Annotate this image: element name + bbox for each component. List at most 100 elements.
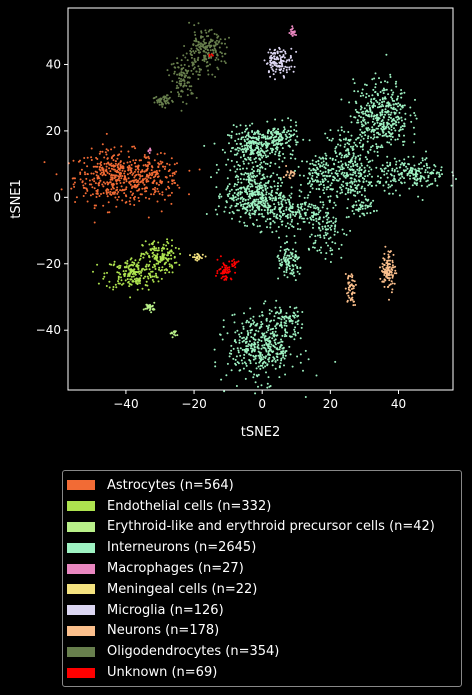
data-point bbox=[300, 326, 303, 329]
data-point bbox=[368, 128, 371, 131]
data-point bbox=[158, 169, 161, 172]
data-point bbox=[150, 311, 153, 314]
data-point bbox=[341, 191, 344, 194]
data-point bbox=[158, 103, 161, 106]
data-point bbox=[356, 184, 359, 187]
data-point bbox=[158, 183, 160, 186]
data-point bbox=[270, 51, 273, 54]
data-point bbox=[296, 135, 299, 138]
data-point bbox=[252, 358, 255, 361]
data-point bbox=[351, 298, 354, 301]
x-tick-label: −40 bbox=[113, 397, 138, 411]
data-point bbox=[351, 210, 354, 212]
data-point bbox=[258, 225, 261, 227]
data-point bbox=[230, 344, 233, 347]
data-point bbox=[424, 169, 427, 171]
data-point bbox=[322, 174, 325, 177]
data-point bbox=[103, 156, 106, 159]
data-point bbox=[255, 131, 258, 134]
data-point bbox=[106, 271, 108, 274]
data-point bbox=[164, 262, 167, 265]
data-point bbox=[205, 51, 208, 54]
data-point bbox=[96, 162, 99, 165]
data-point bbox=[373, 97, 376, 100]
data-point bbox=[318, 227, 321, 230]
data-point bbox=[396, 118, 399, 121]
data-point bbox=[290, 220, 293, 223]
data-point bbox=[255, 362, 257, 365]
data-point bbox=[293, 235, 296, 237]
data-point bbox=[82, 195, 85, 197]
data-point bbox=[145, 180, 148, 183]
data-point bbox=[304, 396, 307, 398]
data-point bbox=[165, 257, 168, 260]
data-point bbox=[277, 58, 280, 61]
data-point bbox=[326, 186, 329, 189]
data-point bbox=[437, 171, 440, 174]
data-point bbox=[260, 208, 263, 211]
data-point bbox=[322, 184, 325, 187]
data-point bbox=[289, 353, 292, 356]
data-point bbox=[356, 163, 359, 165]
data-point bbox=[405, 165, 408, 168]
data-point bbox=[193, 31, 196, 34]
data-point bbox=[386, 124, 389, 126]
data-point bbox=[273, 207, 276, 210]
data-point bbox=[148, 243, 151, 246]
data-point bbox=[280, 258, 283, 261]
data-point bbox=[177, 91, 179, 94]
data-point bbox=[315, 220, 318, 223]
data-point bbox=[270, 66, 273, 69]
data-point bbox=[359, 139, 362, 142]
data-point bbox=[142, 256, 145, 259]
data-point bbox=[386, 102, 389, 104]
data-point bbox=[225, 188, 228, 191]
data-point bbox=[248, 353, 251, 356]
data-point bbox=[350, 159, 352, 162]
data-point bbox=[397, 102, 400, 105]
data-point bbox=[324, 178, 327, 181]
data-point bbox=[358, 190, 361, 193]
data-point bbox=[120, 177, 123, 180]
data-point bbox=[268, 324, 271, 327]
data-point bbox=[391, 192, 394, 195]
data-point bbox=[276, 50, 279, 53]
data-point bbox=[270, 186, 273, 189]
data-point bbox=[298, 211, 301, 214]
data-point bbox=[356, 145, 359, 148]
data-point bbox=[292, 213, 295, 216]
data-point bbox=[246, 348, 249, 351]
data-point bbox=[144, 163, 147, 166]
data-point bbox=[263, 336, 266, 339]
data-point bbox=[332, 175, 335, 178]
data-point bbox=[346, 166, 349, 169]
data-point bbox=[265, 371, 267, 374]
data-point bbox=[330, 253, 333, 256]
data-point bbox=[260, 165, 263, 168]
data-point bbox=[143, 155, 146, 158]
data-point bbox=[399, 177, 402, 180]
data-point bbox=[85, 187, 88, 190]
data-point bbox=[404, 112, 407, 115]
data-point bbox=[100, 193, 102, 195]
data-point bbox=[396, 170, 399, 173]
data-point bbox=[351, 173, 354, 176]
data-point bbox=[138, 200, 141, 202]
data-point bbox=[384, 272, 387, 275]
data-point bbox=[241, 207, 244, 210]
data-point bbox=[384, 108, 387, 111]
data-point bbox=[372, 102, 375, 105]
data-point bbox=[240, 173, 243, 176]
data-point bbox=[365, 198, 368, 201]
data-point bbox=[348, 143, 351, 146]
data-point bbox=[266, 149, 269, 152]
data-point bbox=[247, 178, 250, 181]
data-point bbox=[344, 162, 347, 165]
data-point bbox=[135, 181, 138, 184]
data-point bbox=[220, 272, 223, 275]
data-point bbox=[285, 131, 288, 134]
data-point bbox=[130, 187, 133, 189]
data-point bbox=[355, 204, 358, 207]
data-point bbox=[237, 181, 240, 184]
data-point bbox=[278, 236, 280, 239]
